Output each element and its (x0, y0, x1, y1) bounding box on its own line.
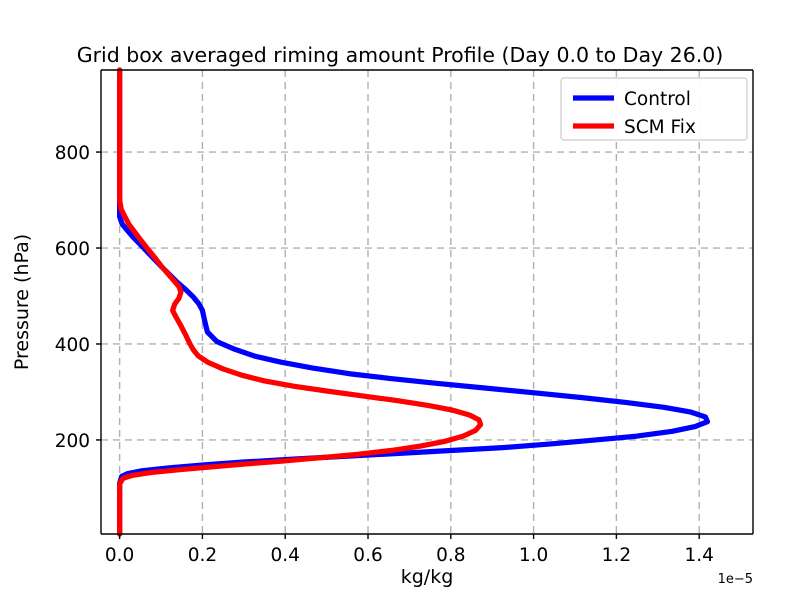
plot-area-background (101, 70, 753, 534)
x-tick-label-6: 1.2 (602, 545, 631, 566)
y-axis-label: Pressure (hPa) (11, 234, 33, 370)
series-line-scm-fix (117, 67, 484, 537)
x-tick-label-1: 0.2 (188, 545, 217, 566)
x-tick-label-7: 1.4 (684, 545, 713, 566)
y-tick-label-2: 600 (55, 239, 90, 260)
x-tick-label-4: 0.8 (436, 545, 465, 566)
chart-title: Grid box averaged riming amount Profile … (77, 43, 724, 67)
y-tick-label-0: 200 (55, 431, 90, 452)
gridlines (101, 70, 753, 534)
x-tick-label-2: 0.4 (271, 545, 300, 566)
x-tick-label-5: 1.0 (519, 545, 548, 566)
axes-spines (100, 69, 754, 535)
y-tick-label-1: 400 (55, 335, 90, 356)
x-tick-label-3: 0.6 (353, 545, 382, 566)
x-axis-label: kg/kg (401, 566, 454, 588)
x-tick-label-0: 0.0 (105, 545, 134, 566)
y-tick-label-3: 800 (55, 143, 90, 164)
chart-legend[interactable]: Control SCM Fix (560, 77, 748, 141)
data-series-group (117, 67, 711, 537)
x-axis-ticks: 0.0 0.2 0.4 0.6 0.8 1.0 1.2 1.4 (105, 534, 714, 566)
legend-label-control: Control (624, 89, 691, 110)
legend-label-scm-fix: SCM Fix (624, 117, 696, 138)
x-axis-offset-label: 1e−5 (718, 572, 753, 587)
y-axis-ticks: 200 400 600 800 (55, 143, 101, 452)
